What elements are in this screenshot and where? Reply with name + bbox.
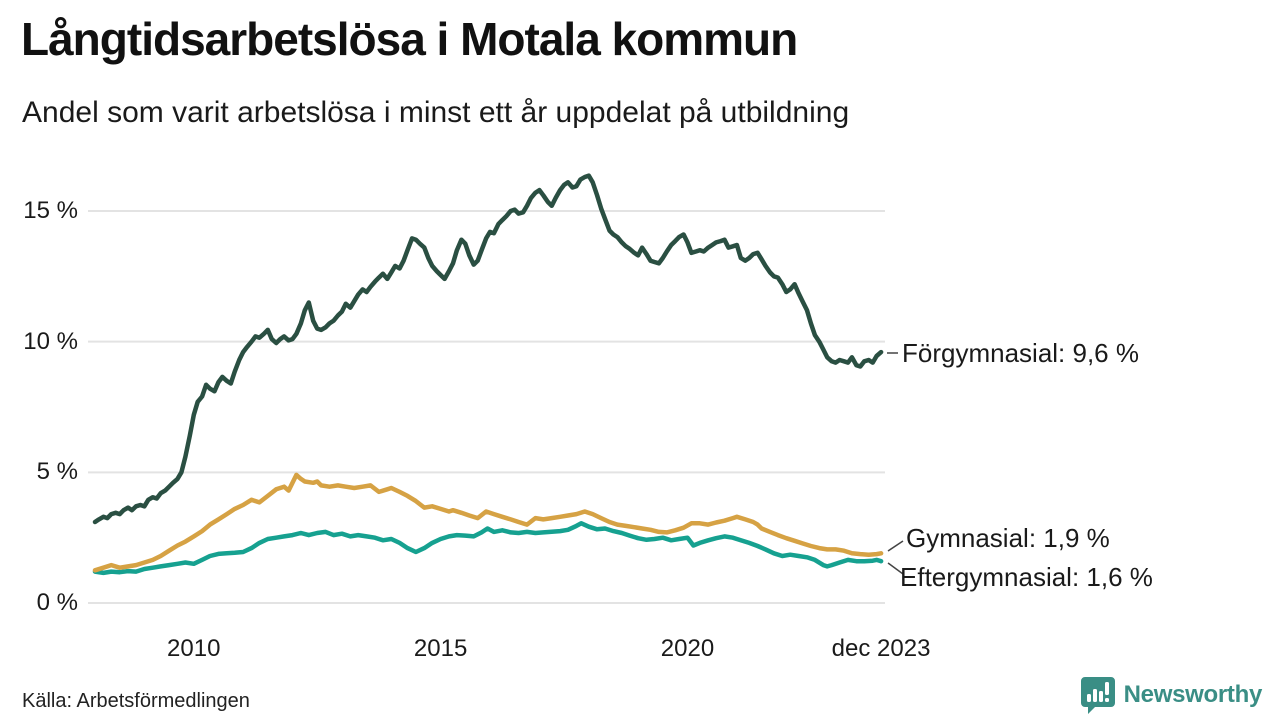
x-tick-label: 2010 xyxy=(167,635,221,662)
series-lines xyxy=(92,173,884,576)
series-line-eftergymnasial xyxy=(92,521,884,576)
gridlines xyxy=(88,210,885,604)
y-tick-label: 5 % xyxy=(36,458,78,486)
y-tick-label: 10 % xyxy=(23,327,78,355)
series-line-förgymnasial xyxy=(92,173,884,525)
newsworthy-logo: Newsworthy xyxy=(1080,676,1262,714)
newsworthy-wordmark: Newsworthy xyxy=(1123,681,1263,708)
x-tick-label: 2015 xyxy=(413,635,468,662)
annotation-connector xyxy=(887,562,904,575)
newsworthy-logo-icon xyxy=(1080,677,1115,714)
source-label: Källa: Arbetsförmedlingen xyxy=(22,690,250,712)
page-subtitle: Andel som varit arbetslösa i minst ett å… xyxy=(22,96,850,129)
annotation-connector xyxy=(887,540,904,552)
series-line-gymnasial xyxy=(92,472,884,573)
annotation-eftergymnasial: Eftergymnasial: 1,6 % xyxy=(900,562,1153,592)
x-tick-label: dec 2023 xyxy=(831,635,931,662)
annotation-forgymnasial: Förgymnasial: 9,6 % xyxy=(902,338,1139,368)
y-tick-label: 15 % xyxy=(23,197,78,224)
x-tick-label: 2020 xyxy=(660,635,715,662)
annotation-gymnasial: Gymnasial: 1,9 % xyxy=(906,523,1110,553)
annotation-connectors xyxy=(887,352,904,575)
page-title: Långtidsarbetslösa i Motala kommun xyxy=(21,13,798,65)
y-tick-label: 0 % xyxy=(36,589,78,616)
